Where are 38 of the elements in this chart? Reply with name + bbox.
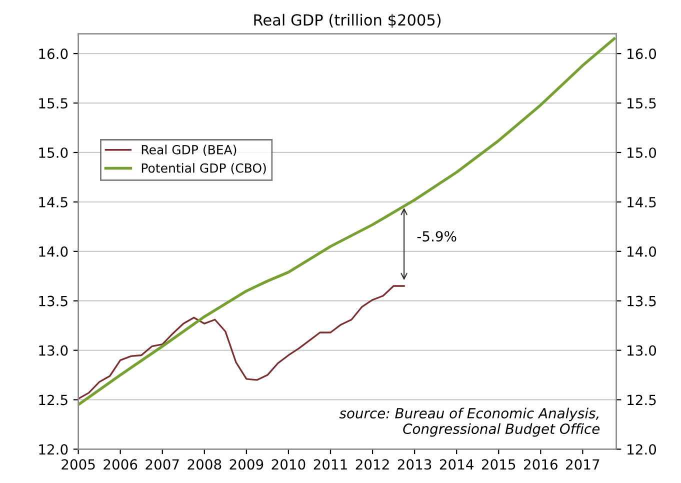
y-tick-label: 14.0 [39, 246, 68, 257]
y-tick-label: 12.5 [39, 394, 68, 406]
x-tick-label: 2010 [272, 459, 306, 470]
legend-label: Potential GDP (CBO) [142, 163, 266, 174]
annotation: source: Bureau of Economic Analysis, Congressional Budget Office [339, 408, 600, 437]
x-tick-label: 2017 [566, 459, 600, 470]
x-tick-label: 2014 [440, 459, 474, 470]
y2-tick-label: 15.5 [628, 98, 656, 109]
line-series [78, 285, 405, 400]
y2-tick-label: 13.0 [628, 345, 656, 356]
y-tick-label: 13.0 [39, 345, 68, 356]
annotation: -5.9% [417, 231, 456, 242]
x-tick-label: 2015 [482, 459, 516, 470]
x-tick-label: 2013 [398, 459, 432, 470]
y2-tick-label: 12.0 [628, 444, 656, 455]
y-tick-label: 14.5 [39, 197, 68, 208]
y2-tick-label: 12.5 [628, 394, 656, 406]
y2-tick-label: 13.5 [628, 296, 656, 306]
x-tick-label: 2006 [104, 459, 138, 470]
line-series [78, 37, 616, 406]
x-tick-label: 2005 [62, 459, 95, 470]
legend-label: Real GDP (BEA) [142, 144, 236, 156]
x-tick-label: 2012 [356, 459, 389, 470]
y-tick-label: 13.5 [39, 296, 68, 306]
x-tick-label: 2009 [230, 459, 264, 470]
y2-tick-label: 16.0 [628, 48, 656, 60]
x-tick-label: 2011 [314, 459, 347, 470]
y2-tick-label: 14.0 [628, 246, 656, 257]
x-tick-label: 2016 [524, 459, 558, 470]
y-tick-label: 15.5 [39, 98, 68, 109]
y2-tick-label: 14.5 [628, 197, 656, 208]
y-tick-label: 16.0 [39, 48, 68, 60]
chart-title: Real GDP (trillion $2005) [254, 14, 441, 28]
y2-tick-label: 15.0 [628, 147, 656, 158]
x-tick-label: 2008 [188, 459, 222, 470]
x-tick-label: 2007 [146, 459, 179, 470]
y-tick-label: 15.0 [39, 147, 68, 158]
y-tick-label: 12.0 [39, 444, 68, 455]
